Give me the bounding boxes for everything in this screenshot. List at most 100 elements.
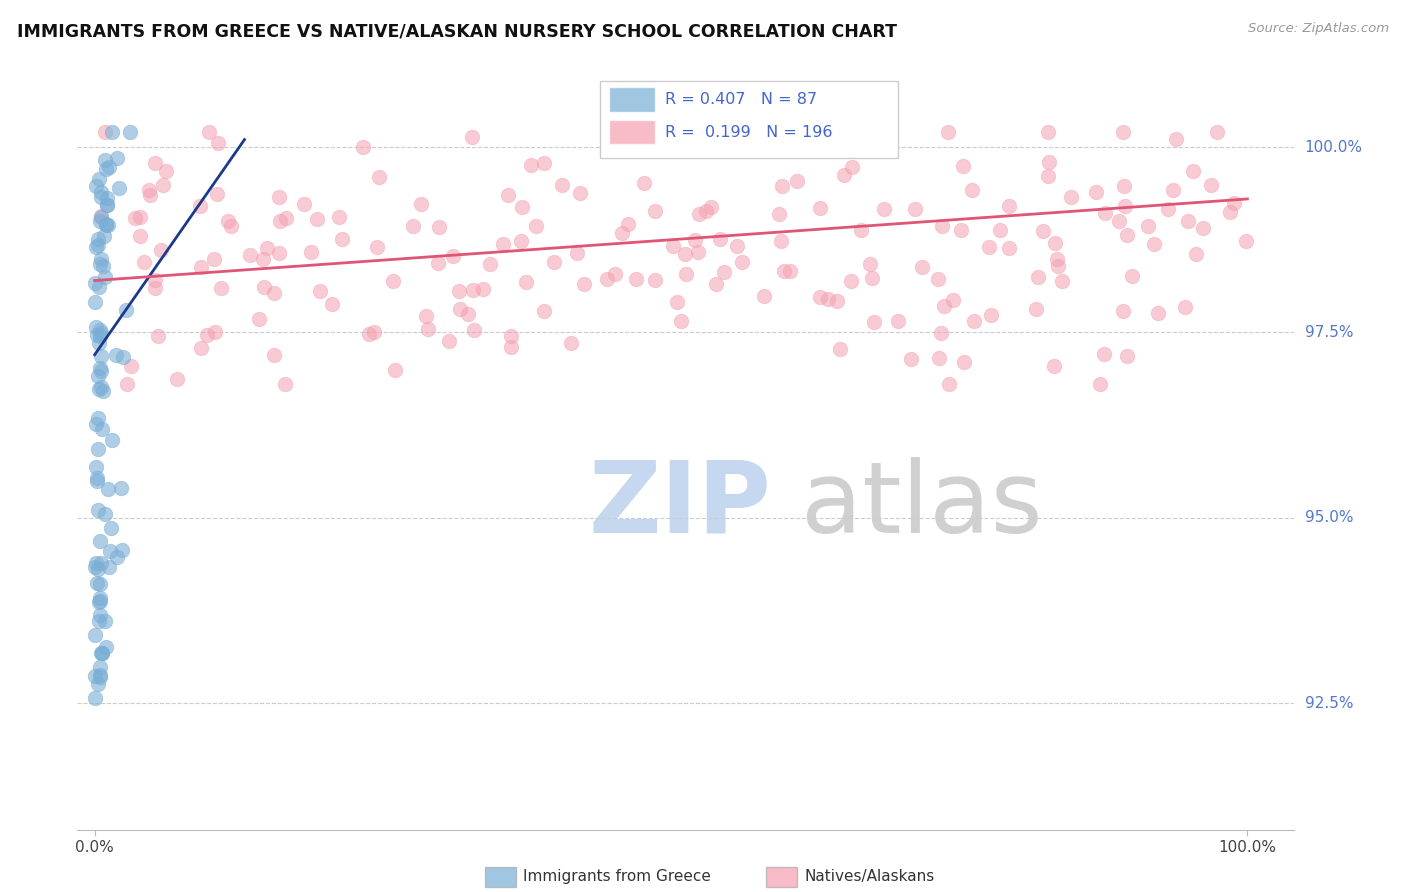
Point xyxy=(105,549,128,564)
Point xyxy=(381,274,404,288)
Point xyxy=(84,417,107,431)
Text: 92.5%: 92.5% xyxy=(1305,696,1353,711)
Point xyxy=(96,218,118,232)
FancyBboxPatch shape xyxy=(609,120,655,145)
Point xyxy=(247,311,270,326)
Point xyxy=(616,217,638,231)
Point xyxy=(1028,270,1050,285)
Point xyxy=(447,285,470,299)
Point xyxy=(688,207,710,221)
Point xyxy=(533,303,555,318)
Point xyxy=(166,372,188,386)
Point xyxy=(1092,347,1115,361)
Text: 95.0%: 95.0% xyxy=(1305,510,1353,525)
Point xyxy=(1143,236,1166,251)
Point xyxy=(101,433,124,447)
Point xyxy=(217,213,239,227)
Point xyxy=(873,202,896,217)
Point xyxy=(87,503,110,517)
Point xyxy=(950,223,973,237)
Text: 97.5%: 97.5% xyxy=(1305,325,1353,340)
Point xyxy=(449,301,471,316)
Point xyxy=(779,263,801,277)
Point xyxy=(461,130,484,145)
Point xyxy=(86,471,108,485)
Point xyxy=(100,521,122,535)
Point xyxy=(108,180,131,194)
Point xyxy=(675,247,697,261)
Point xyxy=(253,280,276,294)
Point xyxy=(952,159,974,173)
Point xyxy=(603,267,626,281)
Point xyxy=(111,542,134,557)
Point xyxy=(96,161,118,176)
Point xyxy=(1112,179,1135,194)
Point xyxy=(713,265,735,279)
Point xyxy=(770,234,793,248)
Point xyxy=(1164,132,1187,146)
Point xyxy=(934,299,956,313)
Point xyxy=(496,188,519,202)
Point xyxy=(89,257,111,271)
Point xyxy=(84,240,107,254)
Point xyxy=(461,283,484,297)
Point xyxy=(252,252,274,266)
Point xyxy=(90,380,112,394)
Point xyxy=(543,255,565,269)
Point xyxy=(138,183,160,197)
Point xyxy=(669,313,692,327)
Point xyxy=(1025,301,1047,316)
Point xyxy=(93,229,115,244)
Point xyxy=(299,244,322,259)
Point xyxy=(1114,199,1136,213)
Point xyxy=(129,210,152,224)
Point xyxy=(501,329,523,343)
Point xyxy=(980,308,1002,322)
Point xyxy=(492,236,515,251)
Point xyxy=(1157,202,1180,216)
Point xyxy=(1236,234,1258,248)
Point xyxy=(439,334,461,349)
Point xyxy=(263,347,285,361)
Point xyxy=(128,229,150,244)
Point xyxy=(84,559,107,574)
Point xyxy=(963,314,986,328)
Point xyxy=(551,178,574,192)
Point xyxy=(384,362,406,376)
Point xyxy=(90,646,112,660)
Point xyxy=(269,213,291,227)
Point xyxy=(997,198,1019,212)
Point xyxy=(89,360,111,375)
Point xyxy=(644,273,666,287)
Point xyxy=(143,281,166,295)
Point xyxy=(533,155,555,169)
Point xyxy=(89,593,111,607)
Point xyxy=(205,187,228,202)
Point xyxy=(292,197,315,211)
Point xyxy=(90,186,112,200)
Point xyxy=(155,164,177,178)
Point xyxy=(633,176,655,190)
Point xyxy=(463,323,485,337)
Point xyxy=(1045,252,1067,266)
Text: Natives/Alaskans: Natives/Alaskans xyxy=(804,870,935,884)
Point xyxy=(90,556,112,570)
Point xyxy=(112,350,135,364)
Point xyxy=(195,327,218,342)
Point xyxy=(1192,220,1215,235)
Point xyxy=(145,155,167,169)
Point xyxy=(118,125,141,139)
Point xyxy=(942,293,965,308)
Point xyxy=(321,297,343,311)
Point xyxy=(91,646,114,660)
Point xyxy=(89,670,111,684)
Point xyxy=(610,227,633,241)
Point xyxy=(86,411,108,425)
Point xyxy=(366,240,388,254)
Point xyxy=(1174,300,1197,314)
Point xyxy=(524,219,547,233)
Point xyxy=(931,219,953,234)
Point xyxy=(1185,246,1208,260)
Point xyxy=(808,291,831,305)
Point xyxy=(357,326,380,341)
